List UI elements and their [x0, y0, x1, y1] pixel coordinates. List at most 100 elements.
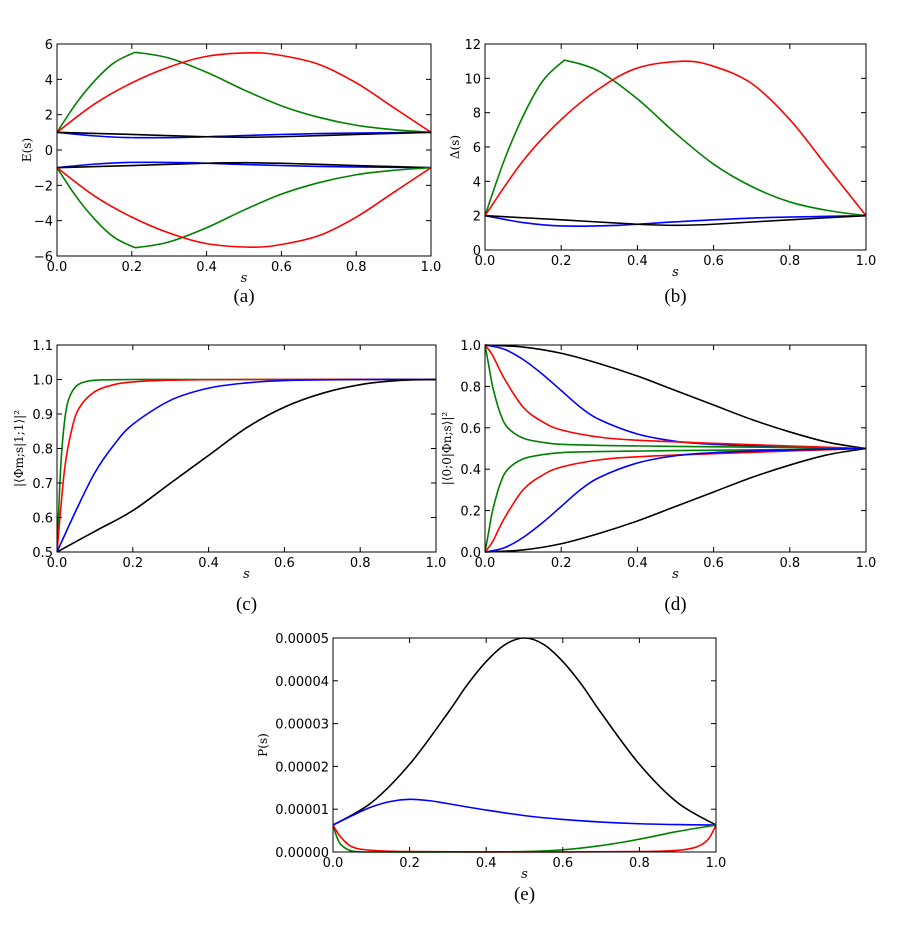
series-line-b-3 [485, 214, 866, 227]
x-tick-label: 0.2 [121, 260, 142, 275]
x-axis-label: s [672, 265, 679, 280]
y-tick-label: 0.2 [460, 505, 481, 520]
panel-caption: (a) [233, 286, 254, 307]
x-tick-label: 0.8 [629, 856, 650, 871]
series-line-d-1 [485, 344, 866, 450]
y-tick-label: 0 [473, 244, 481, 259]
y-tick-label: 0.4 [460, 463, 481, 478]
y-tick-label: 10 [464, 72, 481, 87]
panel-e: 0.0 0.2 0.4 0.6 0.8 1.0 0.00005 0.00004 0.00003 0… [256, 632, 726, 905]
y-tick-label: 0 [45, 144, 53, 159]
y-tick-label: 0.6 [32, 512, 53, 527]
x-tick-label: 0.0 [475, 556, 496, 571]
x-tick-label: 1.0 [426, 556, 447, 571]
axes-frame-a [56, 43, 432, 257]
x-tick-label: 0.0 [323, 856, 344, 871]
x-axis-label: s [672, 567, 679, 582]
series-line-b-2 [485, 214, 866, 227]
panel-c: 0.0 0.2 0.4 0.6 0.8 1.0 1.1 1.0 0.9 0.8 0.7 0.6 0.5 s… [12, 339, 446, 615]
series-line-a-6 [57, 166, 431, 249]
series-line-a-3 [57, 131, 431, 139]
y-tick-label: 0.00003 [275, 718, 329, 733]
x-tick-label: 0.6 [274, 556, 295, 571]
y-tick-label: −2 [34, 179, 53, 194]
series-line-e-3 [333, 824, 716, 853]
x-tick-label: 0.0 [47, 556, 68, 571]
y-tick-label: 2 [473, 210, 481, 225]
panel-caption: (c) [236, 594, 257, 615]
x-tick-label: 0.6 [703, 556, 724, 571]
series-line-c-2 [57, 378, 436, 553]
x-axis-label: s [241, 271, 248, 286]
x-tick-label: 0.4 [627, 556, 648, 571]
y-tick-label: 4 [473, 175, 481, 190]
axes-frame-d [484, 344, 867, 553]
series-line-a-5 [57, 161, 431, 169]
series-line-a-1 [57, 52, 431, 133]
axes-frame-e [332, 637, 717, 853]
panel-b: 0.0 0.2 0.4 0.6 0.8 1.0 12 10 8 6 4 2 0 s Δ(s) (b) [448, 38, 876, 307]
series-line-d-5 [485, 447, 866, 553]
series-line-d-6 [485, 447, 866, 553]
panel-caption: (d) [664, 594, 686, 615]
y-tick-label: 6 [45, 38, 53, 53]
x-tick-label: 0.2 [551, 556, 572, 571]
y-tick-label: −4 [34, 215, 53, 230]
x-tick-label: 0.4 [627, 254, 648, 269]
panel-caption: (e) [514, 884, 535, 905]
x-tick-label: 1.0 [421, 260, 442, 275]
y-tick-label: 0.5 [32, 546, 53, 561]
y-tick-label: 0.8 [460, 380, 481, 395]
panel-caption: (b) [664, 286, 686, 307]
x-tick-label: 0.4 [198, 556, 219, 571]
x-axis-label: s [243, 567, 250, 582]
x-axis-label: s [521, 867, 528, 882]
series-line-a-7 [57, 167, 431, 248]
y-tick-label: 1.1 [32, 339, 53, 354]
y-tick-label: 0.00002 [275, 760, 329, 775]
series-line-d-7 [485, 447, 866, 553]
y-axis-label: P(s) [256, 733, 270, 757]
series-line-c-0 [57, 378, 436, 553]
y-axis-label: |⟨0;0|Φn;s⟩|² [440, 412, 454, 486]
y-tick-label: −6 [34, 250, 53, 265]
panel-d: 0.0 0.2 0.4 0.6 0.8 1.0 1.0 0.8 0.6 0.4 0.2 0.0 s |⟨0… [440, 339, 876, 615]
y-tick-label: 0.00004 [275, 675, 329, 690]
series-line-a-0 [57, 51, 431, 134]
x-tick-label: 0.2 [399, 856, 420, 871]
x-tick-label: 0.0 [47, 260, 68, 275]
series-line-b-0 [485, 59, 866, 217]
series-line-e-0 [333, 637, 716, 826]
x-tick-label: 0.0 [475, 254, 496, 269]
x-tick-label: 0.6 [552, 856, 573, 871]
x-tick-label: 0.2 [551, 254, 572, 269]
y-tick-label: 2 [45, 109, 53, 124]
y-tick-label: 0.00001 [275, 803, 329, 818]
panel-a: 0.0 0.2 0.4 0.6 0.8 1.0 6 4 2 0 −2 −4 −6 s E(s) (a) [20, 38, 441, 307]
series-line-d-4 [485, 447, 866, 553]
series-line-d-2 [485, 344, 866, 450]
series-line-a-4 [57, 161, 431, 169]
y-axis-label: E(s) [20, 138, 34, 162]
y-tick-label: 0.9 [32, 408, 53, 423]
y-tick-label: 0.7 [32, 477, 53, 492]
series-line-d-3 [485, 344, 866, 450]
x-tick-label: 0.8 [779, 254, 800, 269]
series-line-b-1 [485, 60, 866, 217]
y-tick-label: 0.00000 [275, 846, 329, 861]
y-tick-label: 4 [45, 73, 53, 88]
series-line-a-2 [57, 131, 431, 139]
series-line-d-0 [485, 344, 866, 450]
x-tick-label: 0.4 [476, 856, 497, 871]
y-tick-label: 0.00005 [275, 632, 329, 647]
y-tick-label: 1.0 [460, 339, 481, 354]
y-tick-label: 8 [473, 107, 481, 122]
x-tick-label: 0.2 [122, 556, 143, 571]
y-tick-label: 0.8 [32, 443, 53, 458]
y-tick-label: 0.0 [460, 546, 481, 561]
y-tick-label: 1.0 [32, 374, 53, 389]
series-line-c-1 [57, 378, 436, 553]
x-tick-label: 0.6 [703, 254, 724, 269]
y-tick-label: 0.6 [460, 422, 481, 437]
x-tick-label: 0.6 [271, 260, 292, 275]
